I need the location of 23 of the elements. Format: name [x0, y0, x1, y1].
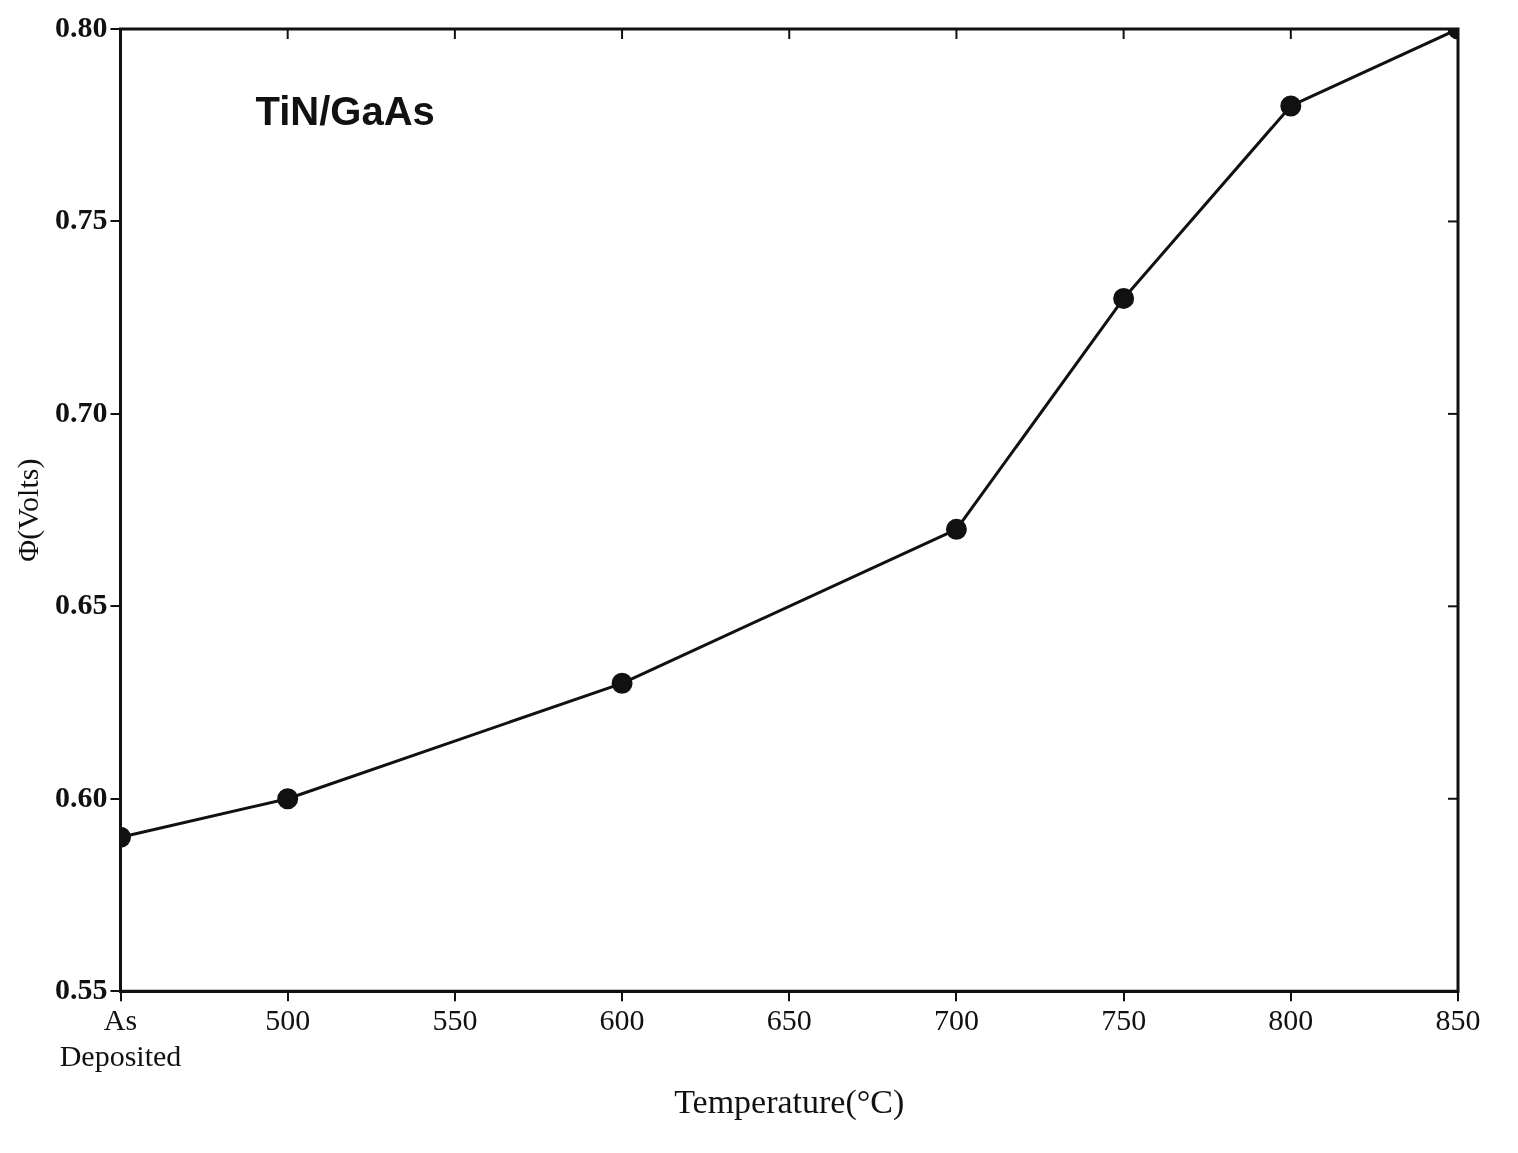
point [1280, 95, 1302, 117]
x-tick-label: 600 [599, 1003, 645, 1037]
point [611, 672, 633, 694]
y-tick-label: 0.60 [55, 779, 108, 813]
x-tick-label: 800 [1268, 1003, 1314, 1037]
y-tick-label: 0.75 [55, 202, 108, 236]
y-axis-title: Φ(Volts) [10, 458, 45, 562]
point [277, 788, 299, 810]
point [1113, 287, 1135, 309]
y-tick-label: 0.70 [55, 394, 108, 428]
x-tick-label: 750 [1101, 1003, 1147, 1037]
x-tick-label: 500 [265, 1003, 311, 1037]
x-tick-label: As Deposited [59, 1003, 182, 1073]
y-tick-label: 0.55 [55, 971, 108, 1005]
y-tick-label: 0.65 [55, 587, 108, 621]
annotation: TiN/GaAs [255, 89, 435, 134]
x-tick-label: 700 [933, 1003, 979, 1037]
x-tick-label: 550 [432, 1003, 478, 1037]
y-tick-label: 0.80 [55, 9, 108, 43]
x-tick-label: 650 [766, 1003, 812, 1037]
x-tick-label: 850 [1435, 1003, 1481, 1037]
x-axis-title: Temperature(°C) [674, 1082, 905, 1121]
point [945, 518, 967, 540]
